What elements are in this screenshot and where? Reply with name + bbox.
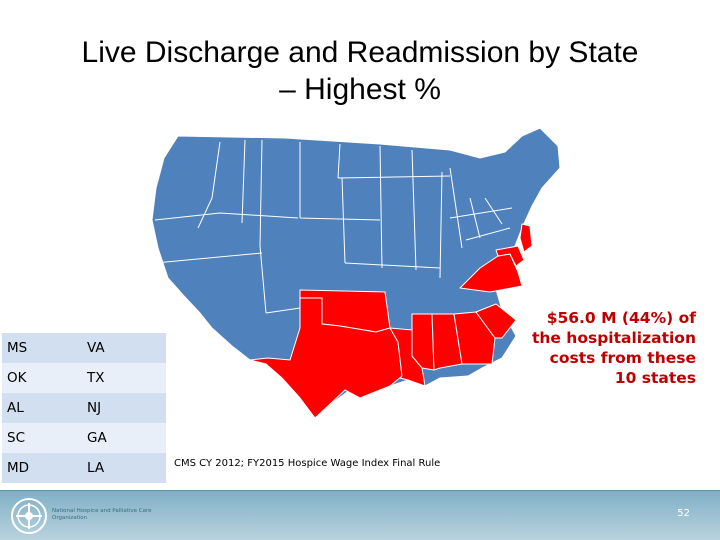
table-cell: TX (82, 363, 166, 393)
state-ga (453, 311, 496, 365)
organization-line: Organization (52, 515, 88, 521)
title-line-2: – Highest % (279, 73, 441, 106)
callout-line: $56.0 M (44%) of (546, 309, 696, 327)
title-line-1: Live Discharge and Readmission by State (81, 36, 639, 69)
state-nj (519, 223, 533, 253)
cost-callout: $56.0 M (44%) of the hospitalization cos… (512, 308, 696, 388)
table-cell: SC (2, 423, 82, 453)
callout-line: the hospitalization (531, 329, 696, 347)
border-line (154, 139, 513, 314)
state-md (495, 245, 525, 267)
table-cell: AL (2, 393, 82, 423)
table-cell: VA (82, 333, 166, 363)
table-cell: OK (2, 363, 82, 393)
state-tx (249, 297, 403, 418)
callout-line: costs from these (549, 349, 696, 367)
table-cell: MD (2, 453, 82, 483)
organization-line: National Hospice and Palliative Care (52, 508, 152, 514)
table-row: OK TX (2, 363, 166, 393)
table-cell: MS (2, 333, 82, 363)
state-al (431, 313, 463, 371)
table-cell: GA (82, 423, 166, 453)
callout-line: 10 states (614, 369, 696, 387)
organization-logo-icon (11, 498, 47, 534)
table-row: SC GA (2, 423, 166, 453)
page-number: 52 (677, 508, 690, 519)
organization-name: National Hospice and Palliative Care Org… (52, 508, 172, 522)
state-sc (475, 303, 517, 339)
table-cell: NJ (82, 393, 166, 423)
source-citation: CMS CY 2012; FY2015 Hospice Wage Index F… (174, 458, 441, 469)
footer-band (0, 490, 720, 540)
table-row: MS VA (2, 333, 166, 363)
table-row: MD LA (2, 453, 166, 483)
table-row: AL NJ (2, 393, 166, 423)
table-cell: LA (82, 453, 166, 483)
slide-title: Live Discharge and Readmission by State … (40, 34, 680, 108)
us-map (151, 128, 561, 418)
states-table: MS VA OK TX AL NJ SC GA MD LA (2, 333, 166, 483)
